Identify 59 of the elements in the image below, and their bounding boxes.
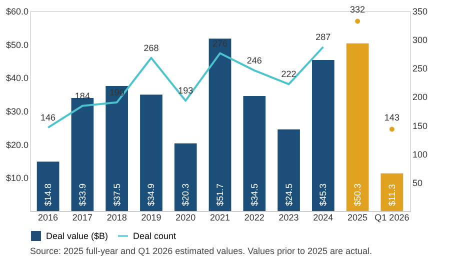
data-label: $45.3 — [318, 183, 328, 206]
data-label: $11.3 — [386, 184, 397, 206]
x-tick-label: 2016 — [38, 212, 58, 222]
x-tick-label: 2017 — [72, 212, 92, 222]
y-tick-label: $10.0 — [6, 173, 28, 184]
data-label: 246 — [246, 55, 262, 66]
x-tick-label: Q1 2026 — [374, 212, 410, 222]
x-tick-label: 2018 — [106, 212, 127, 222]
data-label: $50.3 — [352, 183, 363, 206]
x-tick-label: 2023 — [278, 212, 299, 222]
y2-tick-label: 150 — [412, 120, 428, 131]
y2-tick-label: 200 — [412, 92, 428, 102]
y2-tick-label: 250 — [412, 64, 428, 74]
y2-tick-label: 300 — [412, 35, 428, 46]
bar — [36, 162, 60, 211]
y2-tick-label: 100 — [412, 149, 428, 160]
data-label: 143 — [384, 112, 400, 122]
bar — [106, 86, 128, 211]
x-tick-label: 2019 — [141, 212, 162, 222]
y2-tick-label: 350 — [412, 6, 428, 16]
bar — [140, 94, 162, 211]
data-label: $34.5 — [249, 183, 260, 206]
y-tick-label: $20.0 — [6, 140, 28, 150]
y2-tick-label: 50 — [412, 178, 423, 188]
x-tick-label: 2021 — [210, 212, 230, 222]
data-label: 276 — [212, 38, 228, 48]
x-tick-label: 2020 — [176, 212, 196, 222]
bar — [312, 60, 334, 211]
data-label: 190 — [109, 87, 124, 98]
x-tick-label: 2024 — [313, 212, 334, 222]
source-note: Source: 2025 full-year and Q1 2026 estimated values. Values prior to 2025 are actual. — [30, 246, 372, 256]
data-label: 332 — [350, 4, 366, 14]
bar — [71, 98, 94, 211]
data-label: $51.7 — [215, 183, 225, 206]
data-label: $34.9 — [146, 183, 156, 206]
bar — [278, 129, 300, 211]
x-tick-label: 2025 — [348, 212, 368, 222]
data-label: $14.8 — [43, 183, 54, 206]
bar — [243, 96, 266, 211]
y-tick-label: $40.0 — [6, 73, 28, 84]
x-tick-label: 2022 — [244, 212, 264, 222]
bar — [380, 173, 404, 211]
data-label: $33.9 — [77, 183, 88, 206]
y-tick-label: $60.0 — [6, 6, 28, 16]
data-label: $37.5 — [112, 183, 122, 206]
y-tick-label: $50.0 — [6, 40, 28, 50]
data-label: $20.3 — [180, 183, 191, 206]
bar — [208, 38, 232, 211]
data-label: 193 — [178, 86, 194, 96]
bar — [346, 43, 369, 211]
data-label: 268 — [144, 42, 159, 53]
legend-label: Deal count — [133, 231, 177, 241]
bar — [174, 143, 197, 211]
data-label: 287 — [316, 32, 331, 42]
data-label: $24.5 — [284, 183, 294, 206]
legend-label: Deal value ($B) — [46, 231, 108, 241]
y-tick-label: $30.0 — [6, 106, 28, 116]
data-label: 222 — [281, 69, 296, 80]
data-label: 146 — [40, 112, 56, 123]
